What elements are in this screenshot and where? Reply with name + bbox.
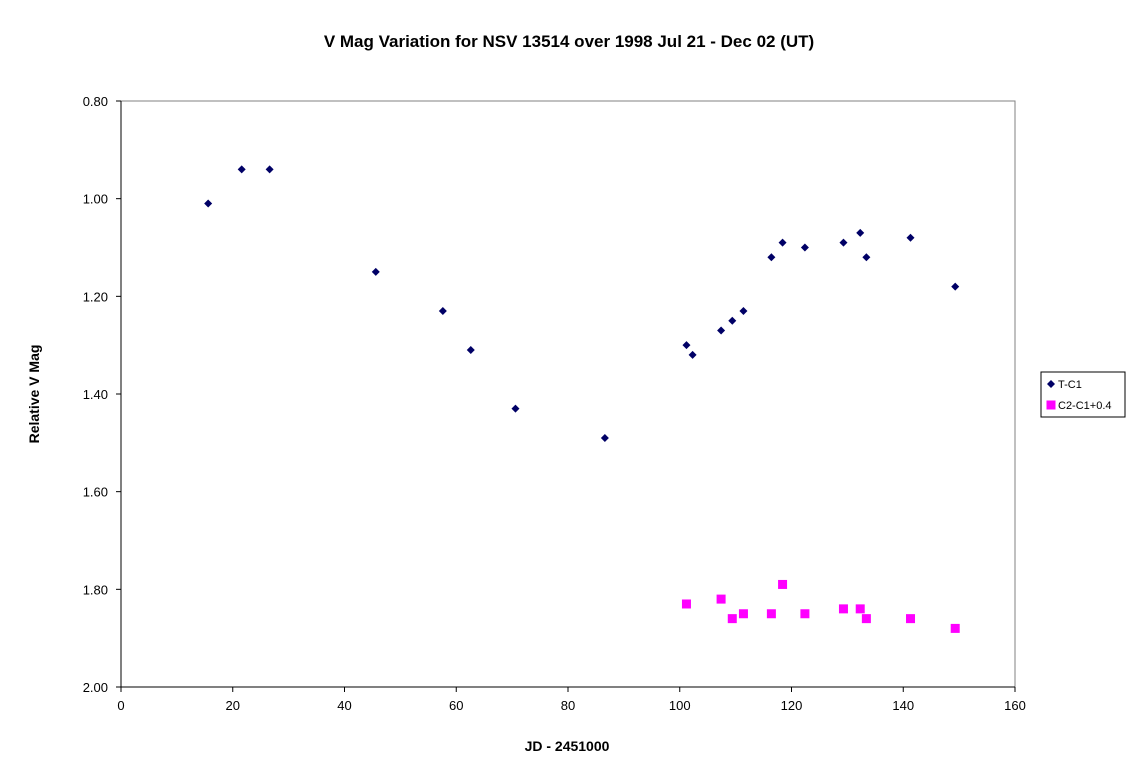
y-tick-label: 1.80 bbox=[83, 582, 108, 597]
x-tick-label: 120 bbox=[781, 698, 803, 713]
data-point bbox=[511, 404, 520, 413]
data-point bbox=[800, 609, 810, 619]
data-point bbox=[728, 316, 737, 325]
legend-marker bbox=[1047, 380, 1055, 388]
data-point bbox=[862, 253, 871, 262]
y-axis-label: Relative V Mag bbox=[26, 345, 42, 444]
legend-label: T-C1 bbox=[1058, 379, 1082, 391]
plot-area bbox=[120, 100, 1016, 688]
y-tick-label: 1.40 bbox=[83, 387, 108, 402]
x-tick-label: 140 bbox=[892, 698, 914, 713]
data-point bbox=[906, 233, 915, 242]
chart-title: V Mag Variation for NSV 13514 over 1998 … bbox=[324, 32, 814, 51]
data-point bbox=[855, 604, 865, 614]
data-point bbox=[727, 614, 737, 624]
x-tick-label: 40 bbox=[337, 698, 351, 713]
legend-label: C2-C1+0.4 bbox=[1058, 400, 1112, 412]
data-point bbox=[856, 228, 865, 237]
data-point bbox=[738, 609, 748, 619]
data-point bbox=[681, 599, 691, 609]
y-tick-label: 2.00 bbox=[83, 680, 108, 695]
data-point bbox=[717, 326, 726, 335]
data-point bbox=[688, 350, 697, 359]
y-tick-label: 1.60 bbox=[83, 485, 108, 500]
y-tick-label: 0.80 bbox=[83, 94, 108, 109]
data-point bbox=[716, 594, 726, 604]
data-point bbox=[778, 238, 787, 247]
data-point bbox=[237, 165, 246, 174]
data-point bbox=[371, 267, 380, 276]
x-axis: 0 20 40 60 80 100 120 140 160 bbox=[117, 686, 1026, 713]
x-tick-label: 160 bbox=[1004, 698, 1026, 713]
series-layer bbox=[204, 165, 960, 633]
data-point bbox=[906, 614, 916, 624]
data-point bbox=[951, 282, 960, 291]
data-point bbox=[766, 609, 776, 619]
data-point bbox=[950, 623, 960, 633]
data-point bbox=[838, 604, 848, 614]
data-point bbox=[466, 346, 475, 355]
data-point bbox=[839, 238, 848, 247]
data-point bbox=[861, 614, 871, 624]
y-axis: 0.80 1.00 1.20 1.40 1.60 1.80 2.00 bbox=[83, 94, 122, 695]
data-point bbox=[778, 579, 788, 589]
data-point bbox=[438, 306, 447, 315]
data-point bbox=[800, 243, 809, 252]
data-point bbox=[739, 306, 748, 315]
y-tick-label: 1.00 bbox=[83, 192, 108, 207]
data-point bbox=[767, 253, 776, 262]
y-tick-label: 1.20 bbox=[83, 289, 108, 304]
x-axis-label: JD - 2451000 bbox=[525, 738, 610, 754]
legend: T-C1 C2-C1+0.4 bbox=[1040, 371, 1126, 418]
x-tick-label: 60 bbox=[449, 698, 463, 713]
data-point bbox=[204, 199, 213, 208]
data-point bbox=[682, 341, 691, 350]
data-point bbox=[265, 165, 274, 174]
x-tick-label: 20 bbox=[226, 698, 240, 713]
series-t-c1 bbox=[204, 165, 960, 442]
x-tick-label: 100 bbox=[669, 698, 691, 713]
x-tick-label: 80 bbox=[561, 698, 575, 713]
legend-marker bbox=[1046, 400, 1056, 410]
data-point bbox=[600, 433, 609, 442]
x-tick-label: 0 bbox=[117, 698, 124, 713]
series-c2-c1 bbox=[681, 579, 960, 633]
